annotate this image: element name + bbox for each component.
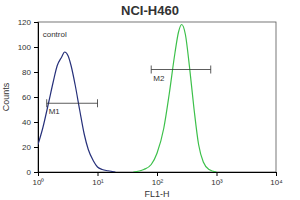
y-tick: 40: [22, 118, 38, 127]
gate-end: [151, 66, 152, 74]
x-tick-mark: [157, 172, 158, 176]
y-tick: 0: [27, 168, 38, 177]
x-tick-label: 10⁰: [33, 178, 45, 187]
y-tick-mark: [34, 72, 38, 73]
y-tick-mark: [34, 97, 38, 98]
gate-label: M1: [49, 107, 61, 116]
gate-end: [97, 99, 98, 107]
x-tick-label: 10³: [211, 178, 223, 187]
y-tick-label: 0: [27, 168, 32, 177]
gate-end: [46, 99, 47, 107]
x-tick-label: 10¹: [92, 178, 104, 187]
annotation: control: [43, 30, 67, 39]
histogram-line: [133, 25, 216, 173]
gate-line: [47, 103, 98, 104]
gate-end: [210, 66, 211, 74]
x-axis-line: [39, 173, 277, 177]
y-tick: 80: [22, 68, 38, 77]
x-tick: 10⁰: [33, 172, 45, 187]
histogram-line: [38, 52, 115, 172]
y-tick-label: 100: [18, 43, 32, 52]
x-tick-mark: [98, 172, 99, 176]
y-tick-mark: [34, 172, 38, 173]
x-title: FL1-H: [144, 189, 169, 199]
y-tick-label: 20: [22, 143, 31, 152]
gate-label: M2: [153, 74, 165, 83]
y-tick-label: 120: [18, 18, 32, 27]
frame: [38, 22, 276, 172]
y-tick: 100: [18, 43, 38, 52]
y-tick: 120: [18, 18, 38, 27]
chart: 10⁰ 10¹ 10² 10³ 10⁴ 0 20 40 60 80 100 120 M1 M2 contro…: [0, 0, 300, 200]
y-title: Counts: [1, 82, 11, 111]
y-tick-mark: [34, 122, 38, 123]
y-tick: 20: [22, 143, 38, 152]
y-tick: 60: [22, 93, 38, 102]
y-tick-mark: [34, 47, 38, 48]
gate-line: [151, 69, 211, 70]
x-tick-label: 10⁴: [270, 178, 283, 187]
y-tick-label: 40: [22, 118, 31, 127]
x-tick-label: 10²: [152, 178, 164, 187]
x-axis: 10⁰ 10¹ 10² 10³ 10⁴: [33, 172, 284, 187]
x-tick: 10¹: [92, 172, 104, 187]
y-axis-line: [34, 23, 39, 173]
y-tick-mark: [34, 22, 38, 23]
plot: 10⁰ 10¹ 10² 10³ 10⁴ 0 20 40 60 80 100 120 M1 M2 contro…: [18, 18, 284, 187]
y-tick-mark: [34, 147, 38, 148]
x-tick: 10²: [152, 172, 164, 187]
y-tick-label: 80: [22, 68, 31, 77]
title: NCI-H460: [121, 3, 179, 18]
x-tick: 10³: [211, 172, 223, 187]
y-tick-label: 60: [22, 93, 31, 102]
x-tick-mark: [217, 172, 218, 176]
x-tick: 10⁴: [270, 172, 283, 187]
data-area: [38, 25, 217, 173]
x-tick-mark: [276, 172, 277, 176]
y-axis: 0 20 40 60 80 100 120: [18, 18, 39, 177]
